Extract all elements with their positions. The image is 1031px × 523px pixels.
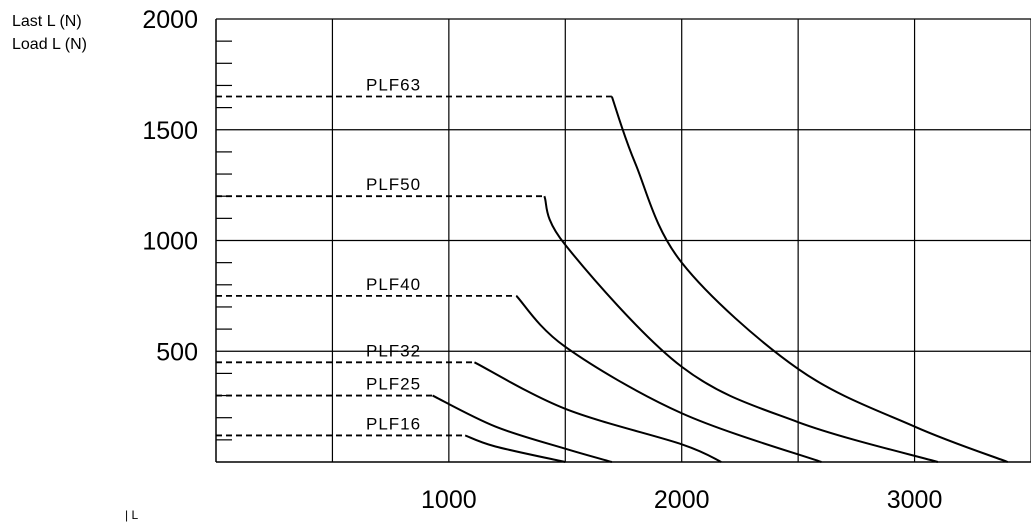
series-curve — [474, 361, 722, 463]
series-curve — [515, 295, 822, 463]
series-label: PLF32 — [366, 341, 421, 360]
series-curve — [543, 195, 939, 463]
series-label: PLF63 — [366, 76, 421, 95]
series-label: PLF50 — [366, 175, 421, 194]
y-tick-label: 1000 — [142, 228, 198, 256]
y-axis-label-line-1: Last L (N) — [12, 13, 82, 30]
x-axis-label: | L — [125, 508, 139, 522]
y-tick-label: 1500 — [142, 117, 198, 145]
series-label: PLF25 — [366, 375, 421, 394]
y-tick-label: 500 — [156, 338, 198, 366]
x-tick-label: 2000 — [654, 486, 710, 514]
series-label: PLF16 — [366, 414, 421, 433]
x-tick-label: 1000 — [421, 486, 477, 514]
x-tick-label: 3000 — [887, 486, 943, 514]
series-curve — [610, 96, 1009, 463]
series-curve — [464, 434, 566, 463]
series-curve — [432, 394, 613, 463]
series-label: PLF40 — [366, 275, 421, 294]
y-tick-label: 2000 — [142, 6, 198, 34]
y-axis-label-line-2: Load L (N) — [12, 36, 87, 53]
